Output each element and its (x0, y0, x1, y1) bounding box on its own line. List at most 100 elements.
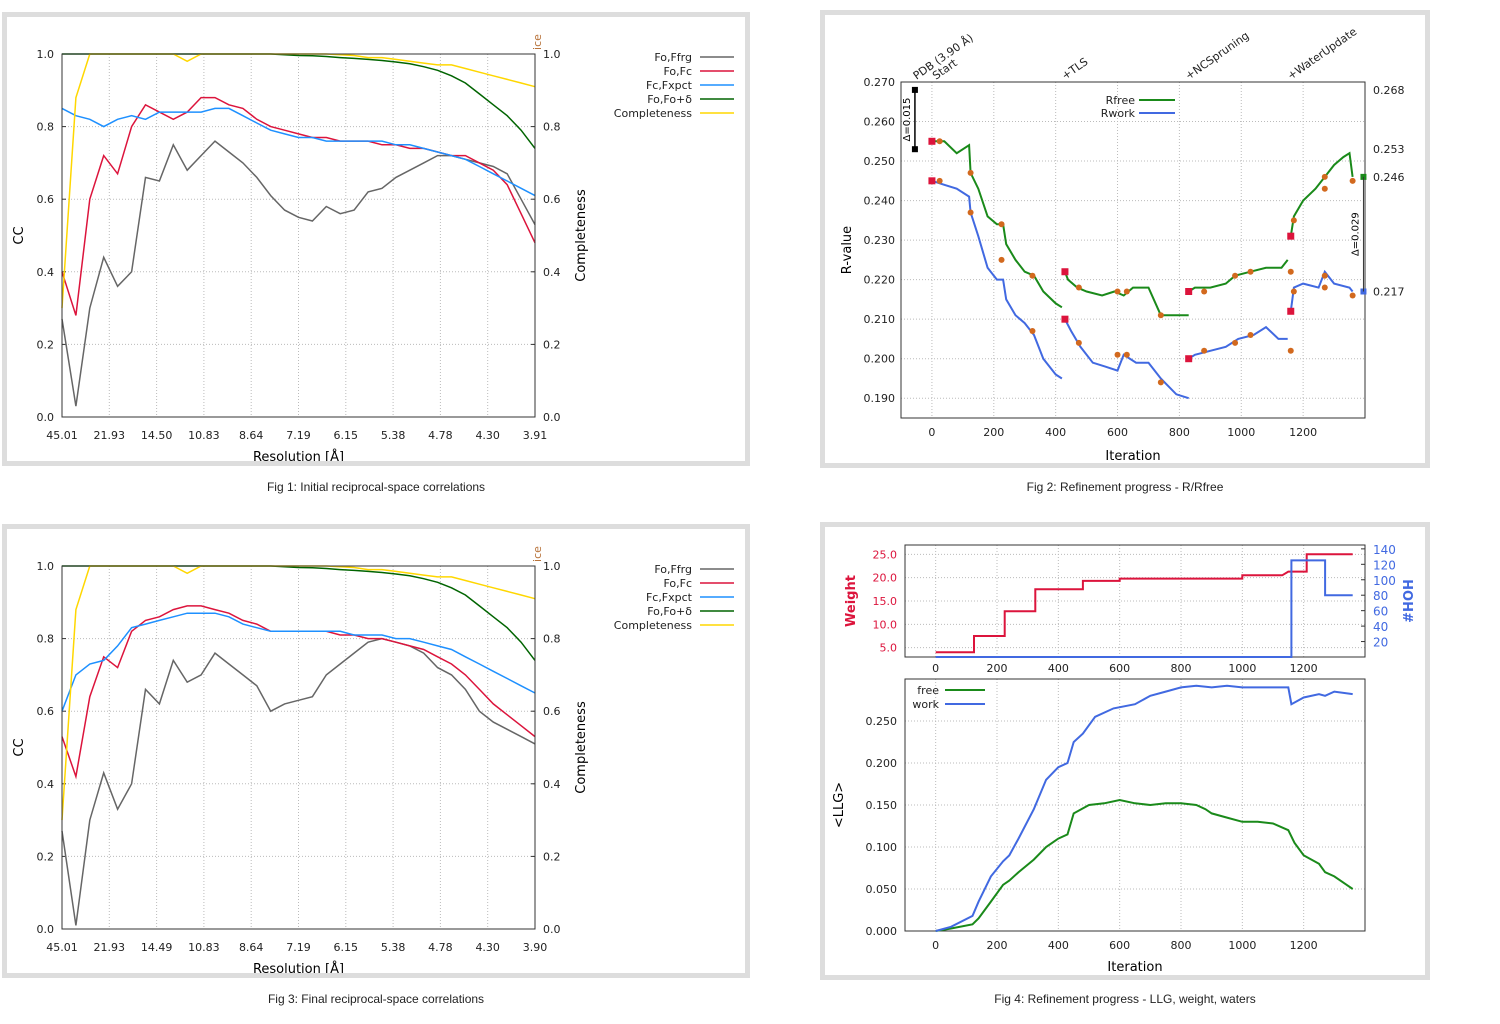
ice-label: ice (531, 34, 544, 50)
y2-axis-title: Completeness (574, 189, 589, 282)
data-point-marker (1321, 284, 1328, 291)
y-tick-label: 0.050 (866, 883, 898, 896)
y-tick-label: 1.0 (37, 560, 55, 573)
data-point-marker (1114, 288, 1121, 295)
y2-axis-title: HOH# (1399, 579, 1414, 623)
y-tick-label: 0.4 (37, 778, 55, 791)
y-tick-label: 0.190 (864, 392, 896, 405)
x-tick-label: 14.50 (141, 429, 173, 442)
y-axis-title: Weight (844, 575, 859, 627)
y2-tick-label: 0.8 (543, 633, 561, 646)
x-tick-label: 600 (1109, 662, 1130, 675)
x-tick-label: 1200 (1289, 426, 1317, 439)
x-tick-label: 400 (1045, 426, 1066, 439)
y2-tick-label: 0.0 (543, 411, 561, 424)
x-tick-label: 10.83 (188, 941, 220, 954)
series-line-free (935, 798, 1354, 932)
ice-label: ice (531, 546, 544, 562)
x-tick-label: 8.64 (239, 941, 264, 954)
series-line-Fc,Fxpct (61, 612, 536, 712)
data-point-marker (1321, 173, 1328, 180)
data-point-marker (1201, 288, 1208, 295)
x-tick-label: 600 (1109, 939, 1130, 952)
x-tick-label: 4.30 (475, 429, 500, 442)
legend-label: Fo,Ffrg (654, 51, 692, 64)
y2-tick-label: 100 (1373, 574, 1396, 588)
stage-start-marker (1185, 355, 1193, 363)
legend-label: Fc,Fxpct (646, 591, 693, 604)
data-point-marker (1075, 284, 1082, 291)
y-tick-label: 0.8 (37, 121, 55, 134)
right-value-label: 0.253 (1373, 143, 1405, 156)
x-tick-label: 1200 (1290, 939, 1318, 952)
x-tick-label: 10.83 (188, 429, 220, 442)
data-point-marker (1290, 217, 1297, 224)
y2-tick-label: 60 (1373, 605, 1388, 619)
y-tick-label: 0.4 (37, 266, 55, 279)
x-tick-label: 5.38 (381, 429, 406, 442)
y-tick-label: 0.150 (866, 799, 898, 812)
data-point-marker (1321, 272, 1328, 279)
data-point-marker (1247, 268, 1254, 275)
x-tick-label: 45.01 (46, 429, 78, 442)
y-tick-label: 0.100 (866, 841, 898, 854)
delta-label: Δ=0.015 (902, 98, 913, 142)
x-tick-label: 800 (1171, 939, 1192, 952)
right-value-label: 0.246 (1373, 171, 1405, 184)
y-tick-label: 25.0 (873, 548, 898, 561)
x-tick-label: 5.38 (381, 941, 406, 954)
x-tick-label: 4.78 (428, 941, 453, 954)
legend-label: Fo,Fo+δ (647, 93, 692, 106)
plot-frame (61, 53, 536, 418)
data-point-marker (1029, 328, 1036, 335)
y-tick-label: 1.0 (37, 48, 55, 61)
legend-label: Rwork (1101, 107, 1136, 120)
y-axis-title: <LLG> (832, 782, 847, 828)
x-tick-label: 14.49 (141, 941, 173, 954)
y2-axis-title: Completeness (574, 701, 589, 794)
x-tick-label: 1000 (1228, 662, 1256, 675)
series-line-Rfree (1188, 259, 1289, 293)
y2-tick-label: 80 (1373, 589, 1388, 603)
y-tick-label: 0.6 (37, 705, 55, 718)
y-tick-label: 0.200 (866, 757, 898, 770)
legend-label: Rfree (1106, 94, 1136, 107)
x-tick-label: 400 (1048, 662, 1069, 675)
series-line-Rwork (931, 179, 1063, 380)
legend-label: Fo,Fc (663, 65, 692, 78)
x-axis-title: Resolution [Å] (253, 961, 344, 973)
y-tick-label: 0.8 (37, 633, 55, 646)
series-line-HOH# (935, 559, 1353, 658)
right-value-label: 0.217 (1373, 286, 1405, 299)
fig3-chart: 0.0 0.0 0.2 0.2 0.4 0.4 0.6 0.6 0.8 0.8 1.0 1.0 45.0… (12, 546, 734, 977)
data-point-marker (1157, 312, 1164, 319)
series-line-Completeness (61, 565, 536, 821)
x-tick-label: 1000 (1228, 939, 1256, 952)
x-tick-label: 400 (1048, 939, 1069, 952)
x-tick-label: 600 (1107, 426, 1128, 439)
stage-label: +TLS (1059, 55, 1090, 82)
x-tick-label: 45.01 (46, 941, 78, 954)
legend-label: Fc,Fxpct (646, 79, 693, 92)
y-tick-label: 5.0 (880, 642, 898, 655)
y-tick-label: 0.230 (864, 234, 896, 247)
y-tick-label: 0.0 (37, 923, 55, 936)
y-tick-label: 10.0 (873, 618, 898, 631)
series-line-Rfree (1289, 151, 1354, 237)
x-axis-title: Iteration (1107, 960, 1162, 975)
plot-frame (61, 565, 536, 930)
fig3-caption: Fig 3: Final reciprocal-space correlatio… (267, 992, 485, 1006)
fig4-panel: 5.0 10.0 15.0 20.0 25.0 20 40 60 80 100 120 140 0 200… (820, 522, 1430, 980)
data-point-marker (936, 138, 943, 145)
y-tick-label: 0.260 (864, 116, 896, 129)
x-tick-label: 200 (983, 426, 1004, 439)
stage-start-marker (1185, 288, 1193, 296)
data-point-marker (1232, 339, 1239, 346)
data-point-marker (1290, 288, 1297, 295)
y2-tick-label: 1.0 (543, 48, 561, 61)
x-tick-label: 21.93 (94, 429, 126, 442)
series-line-Rfree (931, 140, 1063, 309)
x-tick-label: 6.15 (334, 941, 359, 954)
data-point-marker (967, 169, 974, 176)
